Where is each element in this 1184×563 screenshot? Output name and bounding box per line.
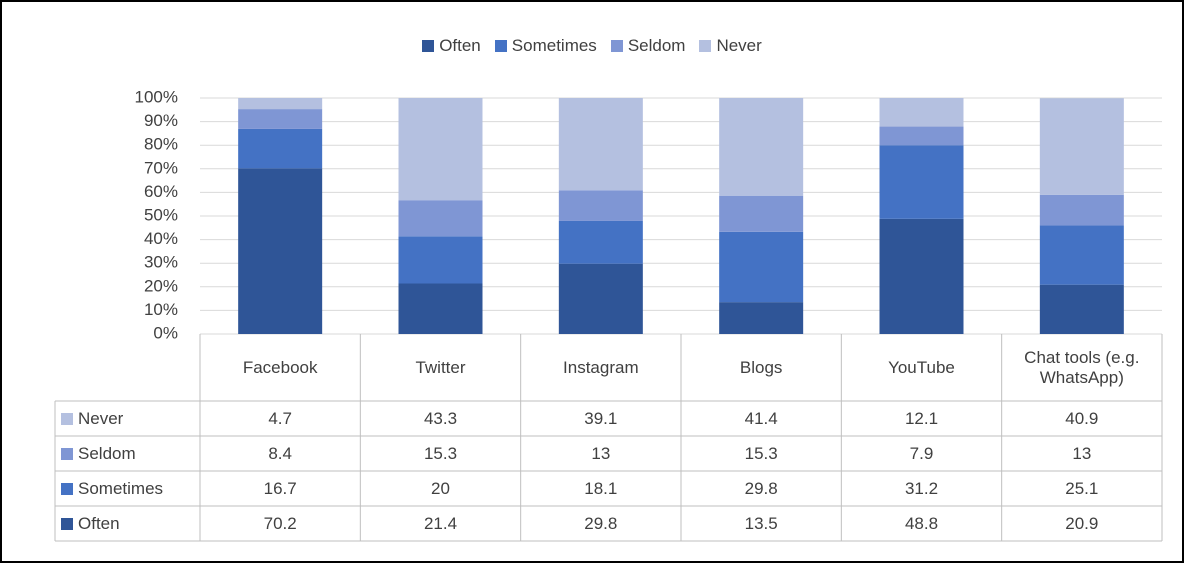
row-name: Sometimes (78, 478, 164, 498)
table-value: 13.5 (744, 513, 778, 533)
table-value: 20.9 (1065, 513, 1099, 533)
bar-segment (398, 200, 483, 237)
bar-segment (719, 98, 804, 196)
legend-label: Never (716, 36, 762, 55)
row-name: Often (78, 513, 120, 533)
legend-label: Seldom (627, 36, 686, 55)
category-label: Facebook (242, 357, 318, 377)
table-value: 8.4 (268, 443, 292, 463)
table-value: 13 (591, 443, 611, 463)
legend-label: Often (439, 36, 481, 55)
y-tick-label: 60% (144, 182, 178, 201)
table-row-label: Never (61, 401, 200, 436)
table-value: 20 (431, 478, 450, 498)
table-value: 40.9 (1065, 408, 1099, 428)
bar-segment (238, 128, 323, 169)
table-value: 25.1 (1065, 478, 1099, 498)
table-value: 29.8 (744, 478, 778, 498)
bar-segment (1039, 98, 1124, 195)
y-tick-label: 30% (144, 253, 178, 272)
table-value: 15.3 (744, 443, 778, 463)
row-name: Seldom (78, 443, 136, 463)
legend-item: Never (699, 36, 762, 56)
category-label: Chat tools (e.g. WhatsApp) (1024, 347, 1140, 387)
legend-key (610, 40, 623, 52)
bar-segment (879, 126, 964, 146)
table-value: 41.4 (744, 408, 778, 428)
bar-segment (1039, 284, 1124, 334)
table-value: 31.2 (904, 478, 939, 498)
y-tick-label: 70% (144, 158, 178, 177)
table-value: 16.7 (263, 478, 297, 498)
bar-segment (558, 98, 643, 191)
category-label: Blogs (739, 357, 783, 377)
y-tick-label: 90% (144, 111, 178, 130)
legend-key (61, 412, 73, 425)
table-row-label: Sometimes (61, 471, 200, 506)
legend-item: Sometimes (494, 36, 597, 56)
bar-segment (398, 283, 483, 334)
row-name: Never (78, 408, 124, 428)
y-tick-label: 50% (144, 205, 178, 224)
bar-segment (398, 236, 483, 284)
table-value: 12.1 (904, 408, 939, 428)
legend-key (494, 40, 507, 52)
bar-segment (719, 302, 804, 334)
category-label: YouTube (888, 357, 955, 377)
table-value: 29.8 (584, 513, 618, 533)
bar-segment (879, 145, 964, 219)
bar-segment (879, 218, 964, 334)
table-value: 4.7 (268, 408, 292, 428)
legend-item: Often (422, 36, 481, 56)
y-tick-label: 10% (144, 300, 178, 319)
table-value: 18.1 (584, 478, 618, 498)
bar-segment (558, 190, 643, 221)
legend-label: Sometimes (511, 36, 597, 55)
table-value: 21.4 (423, 513, 458, 533)
legend-key (61, 482, 73, 495)
bar-segment (238, 168, 323, 334)
bar-segment (558, 263, 643, 334)
table-row-label: Seldom (61, 436, 200, 471)
y-tick-label: 20% (144, 276, 178, 295)
table-row-label: Often (61, 506, 200, 541)
category-label: Instagram (563, 357, 639, 377)
bar-segment (398, 98, 483, 201)
y-tick-label: 40% (144, 229, 178, 248)
category-label: Twitter (415, 357, 466, 377)
bar-segment (879, 98, 964, 127)
bar-segment (238, 109, 323, 129)
bar-segment (1039, 225, 1124, 285)
table-value: 15.3 (423, 443, 458, 463)
legend-key (422, 40, 435, 52)
y-tick-label: 80% (144, 135, 178, 154)
bar-segment (1039, 194, 1124, 226)
y-tick-label: 0% (153, 323, 178, 342)
table-value: 43.3 (423, 408, 458, 428)
table-value: 48.8 (904, 513, 939, 533)
table-value: 70.2 (263, 513, 297, 533)
legend-item: Seldom (610, 36, 686, 56)
legend: Often Sometimes Seldom Never (2, 36, 1182, 56)
legend-key (699, 40, 712, 52)
table-value: 7.9 (909, 443, 934, 463)
legend-key (61, 447, 73, 460)
bar-segment (719, 195, 804, 232)
y-tick-label: 100% (135, 87, 178, 106)
bar-segment (719, 231, 804, 303)
bar-segment (558, 220, 643, 264)
legend-key (61, 517, 73, 530)
table-value: 39.1 (584, 408, 618, 428)
table-value: 13 (1072, 443, 1092, 463)
bar-segment (238, 98, 323, 110)
